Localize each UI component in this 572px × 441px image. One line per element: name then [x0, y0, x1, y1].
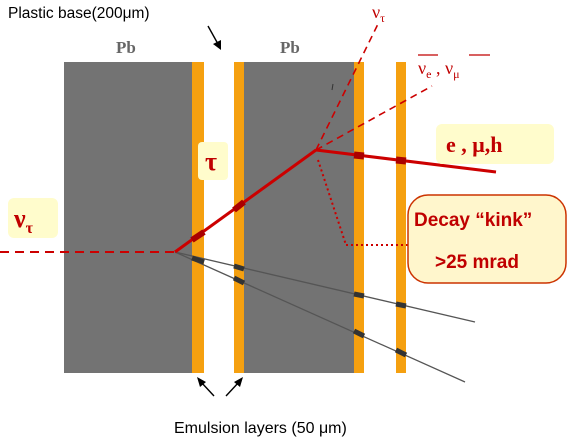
- hadron-track-lower: [174, 251, 466, 383]
- pb-label-right: Pb: [280, 38, 300, 57]
- daughter-particles-label: e , μ,h: [446, 132, 502, 157]
- daughter-hit: [395, 156, 407, 165]
- stray-mark: [331, 83, 334, 91]
- kink-label-line1: Decay “kink”: [414, 210, 532, 231]
- plastic-base-gap: [204, 62, 234, 373]
- daughter-hit: [353, 151, 365, 160]
- emulsion-layer-4: [396, 62, 406, 373]
- nu-tau-out-label: ντ: [372, 2, 385, 25]
- hadron-track-upper: [174, 251, 476, 323]
- kink-label-line2: >25 mrad: [435, 252, 519, 273]
- lead-plate-right: [244, 62, 354, 373]
- tau-hit: [190, 229, 206, 243]
- plastic-base-arrowhead: [213, 40, 221, 50]
- plastic-base-arrow: [207, 25, 219, 45]
- tau-hit: [232, 199, 246, 213]
- hadron-hit: [191, 255, 205, 265]
- hadron-hit: [232, 275, 246, 286]
- emulsion-arrowhead-left: [197, 377, 206, 387]
- tau-label-bg: [198, 142, 228, 180]
- emulsion-layer-3: [354, 62, 364, 373]
- nu-tau-in-label-bg: [8, 198, 58, 238]
- hadron-hit: [353, 291, 365, 299]
- emulsion-layer-1: [192, 62, 204, 373]
- daughters-label-bg: [436, 124, 554, 164]
- emulsion-layer-2: [234, 62, 244, 373]
- lead-plate-left: [64, 62, 192, 373]
- plastic-base-label: Plastic base(200μm): [8, 5, 150, 22]
- hadron-hit: [395, 301, 407, 309]
- kink-callout: [407, 194, 567, 284]
- emulsion-arrowhead-right: [234, 377, 243, 387]
- hadron-hit: [352, 328, 366, 339]
- tau-label: τ: [205, 147, 217, 176]
- emulsion-layers-label: Emulsion layers (50 μm): [174, 420, 347, 437]
- nu-tau-in-label: ντ: [13, 204, 34, 237]
- nu-e-mu-track: [315, 85, 433, 151]
- hadron-hit: [233, 263, 245, 272]
- nu-e-nu-mu-label: νe , νμ: [418, 58, 460, 81]
- hadron-hit: [394, 347, 408, 358]
- pb-label-left: Pb: [116, 38, 136, 57]
